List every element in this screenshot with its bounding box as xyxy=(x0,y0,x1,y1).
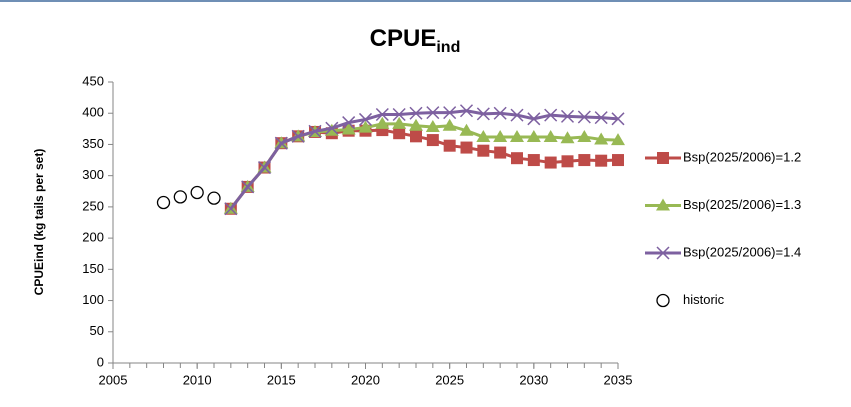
marker xyxy=(527,154,540,167)
marker xyxy=(392,107,406,122)
x-tick-label: 2005 xyxy=(99,372,128,387)
marker xyxy=(257,161,272,175)
marker xyxy=(358,120,373,133)
y-tick-label: 300 xyxy=(82,167,104,182)
marker xyxy=(611,133,625,146)
marker xyxy=(594,132,609,145)
title-subscript: ind xyxy=(436,39,460,56)
y-tick-label: 50 xyxy=(90,323,104,338)
y-tick-label: 350 xyxy=(82,136,104,151)
marker xyxy=(375,116,390,129)
marker xyxy=(291,129,305,143)
marker xyxy=(594,111,608,125)
marker xyxy=(526,129,541,142)
y-axis-label: CPUEind (kg tails per set) xyxy=(32,149,46,296)
marker xyxy=(443,106,457,120)
chart-title: CPUEind xyxy=(370,25,461,56)
y-tick-label: 0 xyxy=(97,354,104,369)
y-tick-label: 250 xyxy=(82,198,104,213)
marker xyxy=(510,129,524,142)
marker xyxy=(375,107,389,122)
marker xyxy=(527,112,541,126)
title-main: CPUE xyxy=(370,25,437,52)
marker xyxy=(460,141,473,154)
legend-marker xyxy=(657,152,669,164)
marker xyxy=(459,123,474,136)
legend-label: Bsp(2025/2006)=1.3 xyxy=(683,197,801,212)
legend-label: historic xyxy=(683,292,725,307)
legend-marker xyxy=(656,293,670,308)
marker xyxy=(156,195,171,210)
marker xyxy=(560,131,575,144)
marker xyxy=(577,129,592,142)
marker xyxy=(544,156,557,169)
marker xyxy=(612,154,624,167)
legend-label: Bsp(2025/2006)=1.2 xyxy=(683,149,801,164)
marker xyxy=(578,154,591,167)
x-tick-label: 2020 xyxy=(351,372,380,387)
marker xyxy=(274,136,288,150)
marker xyxy=(493,129,508,142)
marker xyxy=(511,152,523,165)
marker xyxy=(543,129,558,142)
x-tick-label: 2030 xyxy=(519,372,548,387)
x-tick-label: 2025 xyxy=(435,372,464,387)
marker xyxy=(477,144,490,157)
marker xyxy=(611,112,625,126)
legend-marker xyxy=(656,246,670,260)
marker xyxy=(241,180,255,194)
marker xyxy=(409,118,423,131)
marker xyxy=(190,185,204,200)
marker xyxy=(561,155,574,168)
marker xyxy=(493,106,507,120)
marker xyxy=(325,121,339,135)
marker xyxy=(442,118,457,131)
marker xyxy=(341,122,356,135)
marker xyxy=(376,124,389,137)
marker xyxy=(577,110,591,124)
marker xyxy=(392,116,407,129)
marker xyxy=(393,127,406,140)
marker xyxy=(207,191,221,205)
marker xyxy=(544,108,558,122)
x-tick-label: 2010 xyxy=(183,372,212,387)
y-tick-label: 400 xyxy=(82,105,104,120)
marker xyxy=(595,154,608,167)
series-line xyxy=(229,109,619,210)
series xyxy=(224,104,625,216)
y-tick-label: 200 xyxy=(82,230,104,245)
y-tick-label: 450 xyxy=(82,73,104,88)
marker xyxy=(560,109,575,123)
marker xyxy=(409,106,423,120)
marker xyxy=(410,130,422,143)
marker xyxy=(426,134,439,147)
marker xyxy=(173,190,187,204)
marker xyxy=(426,106,440,120)
marker xyxy=(308,124,322,138)
marker xyxy=(459,104,474,118)
marker xyxy=(358,112,373,126)
marker xyxy=(476,107,490,121)
y-tick-label: 150 xyxy=(82,261,104,276)
series xyxy=(156,185,221,210)
marker xyxy=(476,129,491,142)
marker xyxy=(443,139,456,152)
marker xyxy=(342,116,356,130)
marker xyxy=(425,119,440,132)
legend-label: Bsp(2025/2006)=1.4 xyxy=(683,244,801,259)
marker xyxy=(510,108,524,122)
marker xyxy=(224,202,238,216)
x-tick-label: 2035 xyxy=(604,372,633,387)
marker xyxy=(494,146,507,159)
legend-marker xyxy=(656,198,670,211)
y-tick-label: 100 xyxy=(82,292,104,307)
x-tick-label: 2015 xyxy=(267,372,296,387)
